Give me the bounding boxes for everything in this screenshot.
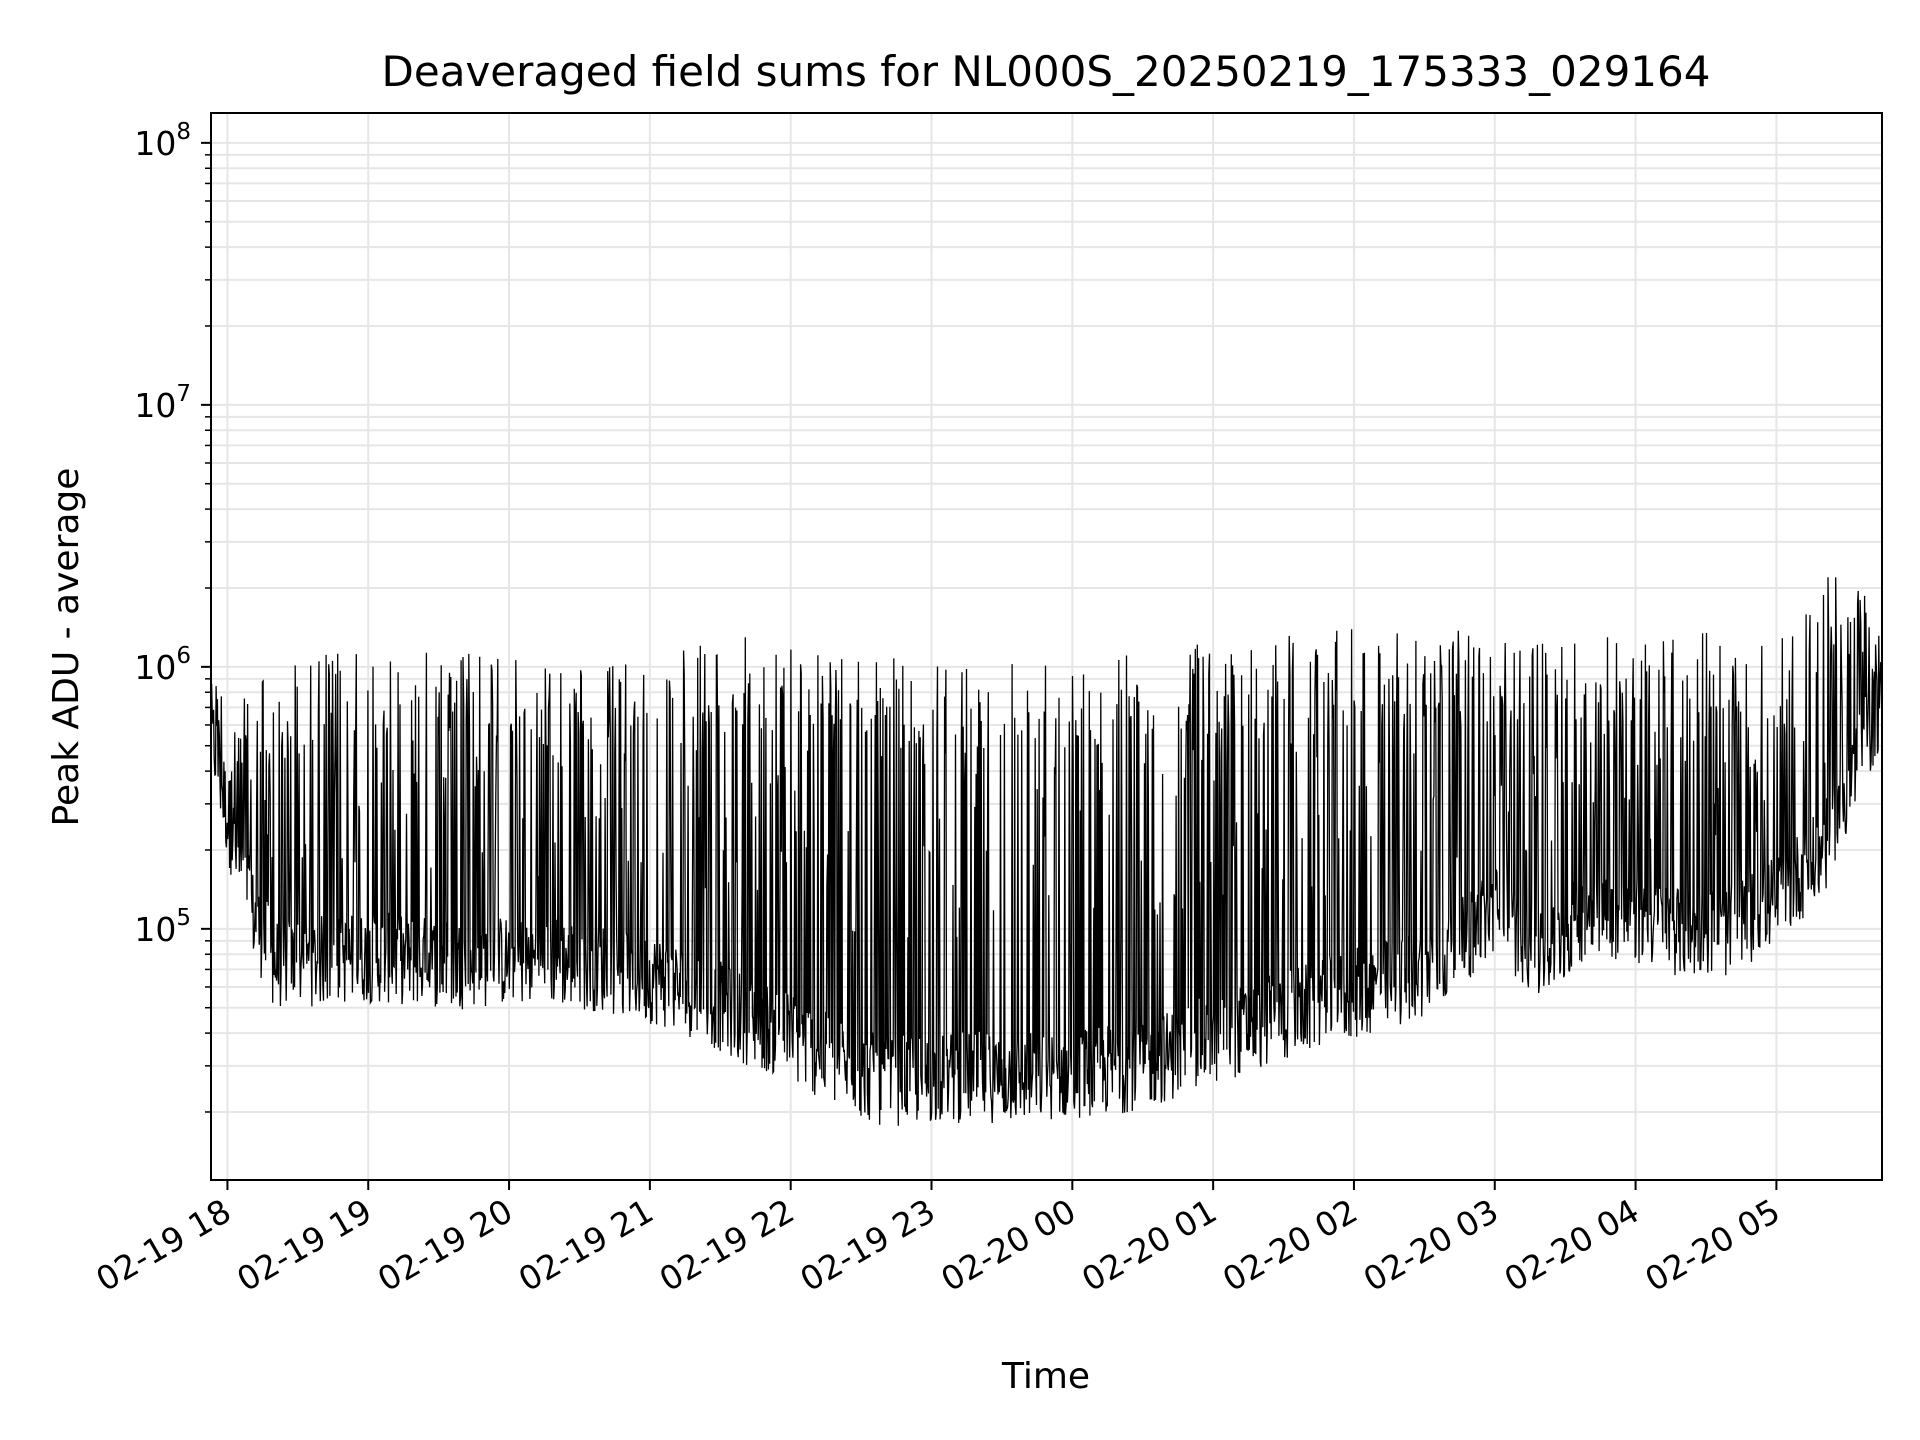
- y-tick-label: 108: [134, 119, 191, 163]
- y-tick-label: 105: [134, 905, 191, 949]
- series-line: [210, 577, 1883, 1126]
- y-tick-base: 10: [134, 124, 176, 163]
- y-tick-exponent: 6: [176, 643, 191, 669]
- chart-title: Deaveraged field sums for NL000S_2025021…: [382, 47, 1711, 96]
- x-axis-title: Time: [1001, 1356, 1090, 1397]
- plot-frame: [210, 112, 1883, 1181]
- y-tick-exponent: 7: [176, 381, 191, 407]
- y-tick-exponent: 5: [176, 905, 191, 931]
- y-tick-base: 10: [134, 386, 176, 425]
- series-path: [210, 577, 1883, 1126]
- y-tick-base: 10: [134, 648, 176, 687]
- y-tick-label: 106: [134, 643, 191, 687]
- y-tick-exponent: 8: [176, 119, 191, 145]
- y-axis-title: Peak ADU - average: [46, 468, 87, 827]
- y-tick-label: 107: [134, 381, 191, 425]
- y-tick-base: 10: [134, 910, 176, 949]
